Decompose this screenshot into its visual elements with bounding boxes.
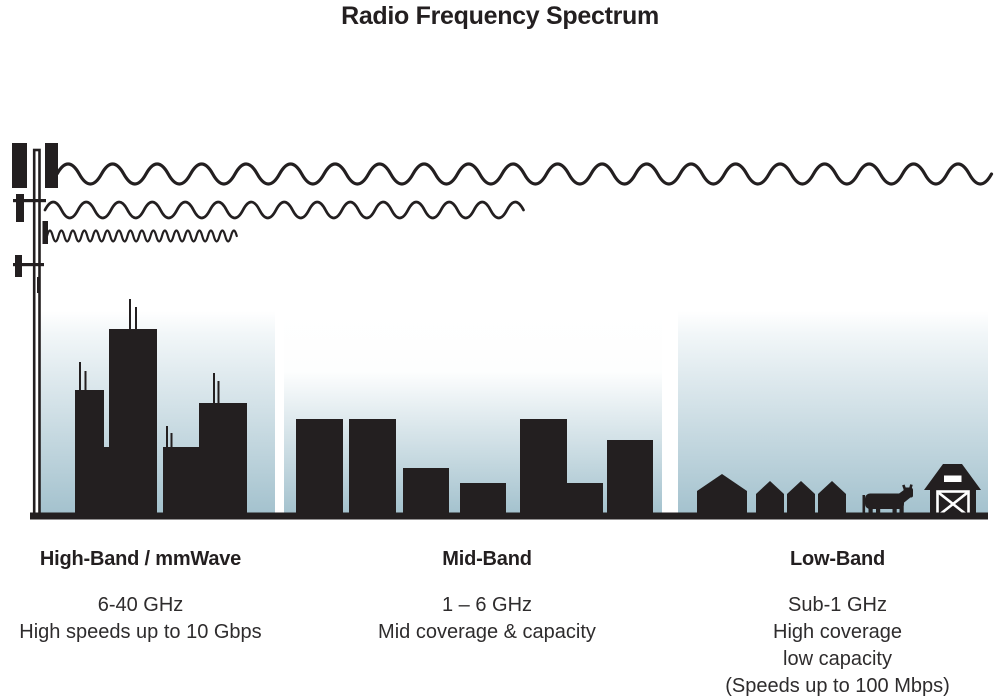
- building: [103, 447, 109, 517]
- band-label-low: Low-Band Sub-1 GHz High coverage low cap…: [677, 549, 998, 700]
- building: [296, 419, 343, 517]
- band-heading-high: High-Band / mmWave: [39, 548, 242, 570]
- building: [349, 419, 396, 517]
- band-details-high: 6-40 GHz High speeds up to 10 Gbps: [10, 592, 271, 646]
- building: [75, 390, 104, 517]
- radio-wave-high-band-icon: [45, 229, 238, 243]
- building: [199, 403, 247, 517]
- city-skyline-high-band: [75, 299, 247, 517]
- building: [520, 419, 567, 517]
- house-icon: [756, 481, 784, 517]
- building: [607, 440, 653, 517]
- house-icon: [787, 481, 815, 517]
- rooftop-antennas: [79, 299, 220, 449]
- band-detail-line: 6-40 GHz: [97, 594, 184, 616]
- building: [109, 329, 157, 517]
- band-detail-line: low capacity: [783, 648, 892, 670]
- city-skyline-mid-band: [296, 419, 653, 517]
- building: [403, 468, 449, 517]
- cow-icon: [862, 484, 913, 518]
- house-icon: [818, 481, 846, 517]
- band-label-mid: Mid-Band 1 – 6 GHz Mid coverage & capaci…: [347, 549, 627, 646]
- radio-wave-low-band-icon: [55, 162, 994, 186]
- building: [163, 447, 199, 517]
- band-label-high: High-Band / mmWave 6-40 GHz High speeds …: [10, 549, 271, 646]
- band-heading-mid: Mid-Band: [442, 548, 532, 570]
- building: [567, 483, 603, 517]
- band-detail-line: Mid coverage & capacity: [378, 621, 596, 643]
- sky-panel-mid-band: [284, 311, 662, 513]
- page-title: Radio Frequency Spectrum: [341, 2, 659, 30]
- band-detail-line: Sub-1 GHz: [788, 594, 887, 616]
- farm-scene-low-band: [697, 464, 981, 518]
- house-icon: [697, 474, 747, 517]
- ground-line: [30, 512, 988, 520]
- band-detail-line: 1 – 6 GHz: [441, 594, 533, 616]
- band-details-low: Sub-1 GHz High coverage low capacity (Sp…: [677, 592, 998, 700]
- building: [460, 483, 506, 517]
- band-details-mid: 1 – 6 GHz Mid coverage & capacity: [347, 592, 627, 646]
- radio-waves: [43, 162, 994, 243]
- band-heading-low: Low-Band: [789, 548, 886, 570]
- band-detail-line: High coverage: [773, 621, 902, 643]
- band-detail-line: High speeds up to 10 Gbps: [19, 621, 262, 643]
- radio-wave-mid-band-icon: [43, 200, 525, 220]
- band-detail-line: (Speeds up to 100 Mbps): [725, 675, 950, 697]
- barn-icon: [924, 464, 981, 518]
